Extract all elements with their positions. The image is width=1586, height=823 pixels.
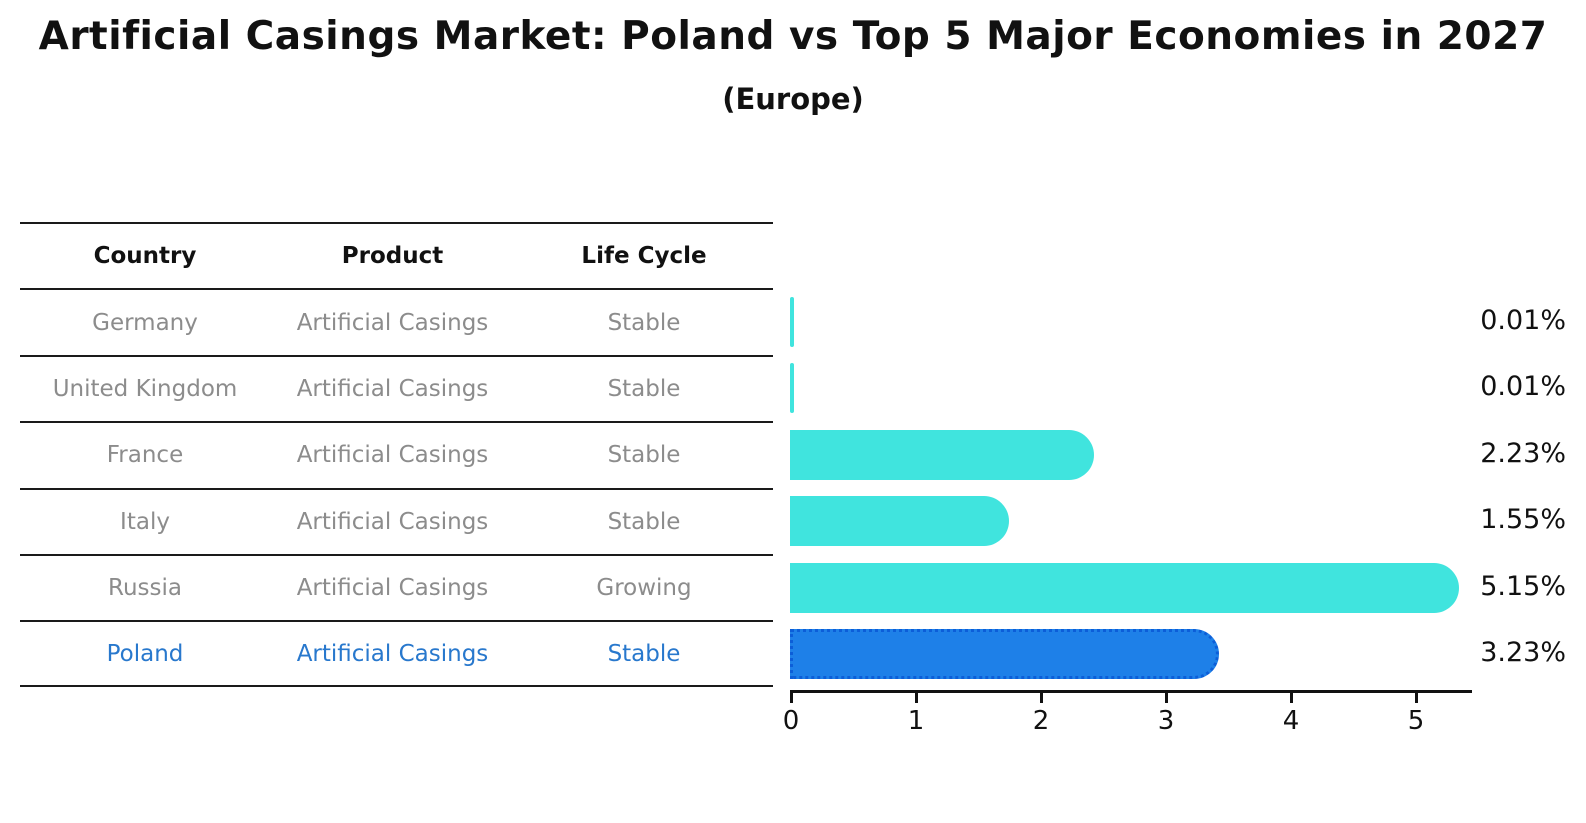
product-cell: Artificial Casings bbox=[296, 575, 489, 602]
chart-subtitle: (Europe) bbox=[722, 82, 864, 116]
x-tick-1 bbox=[915, 693, 918, 703]
country-table: Country Product Life Cycle Germany Artifi… bbox=[20, 222, 773, 687]
value-label-germany: 0.01% bbox=[1480, 305, 1566, 336]
value-label-poland: 3.23% bbox=[1480, 637, 1566, 668]
bar-italy bbox=[790, 496, 1009, 547]
x-tick-label-3: 3 bbox=[1157, 706, 1175, 736]
value-label-united-kingdom: 0.01% bbox=[1480, 371, 1566, 403]
country-cell: Poland bbox=[106, 640, 184, 667]
table-row-italy: Italy Artificial Casings Stable bbox=[20, 487, 773, 554]
bar-united-kingdom bbox=[790, 363, 794, 414]
table-row-france: France Artificial Casings Stable bbox=[20, 421, 773, 487]
life-cycle-cell: Stable bbox=[607, 640, 681, 667]
x-tick-label-1: 1 bbox=[907, 706, 925, 736]
column-header-product: Product bbox=[341, 243, 444, 270]
life-cycle-cell: Stable bbox=[607, 309, 681, 336]
x-tick-0 bbox=[790, 693, 793, 703]
country-cell: Germany bbox=[92, 309, 198, 336]
column-header-life-cycle: Life Cycle bbox=[581, 243, 707, 270]
x-tick-label-5: 5 bbox=[1407, 706, 1425, 736]
value-label-russia: 5.15% bbox=[1480, 570, 1566, 602]
country-cell: France bbox=[106, 442, 184, 469]
product-cell: Artificial Casings bbox=[296, 442, 489, 469]
table-header-row: Country Product Life Cycle bbox=[20, 222, 773, 288]
bar-russia bbox=[790, 562, 1459, 613]
table-row-poland: Poland Artificial Casings Stable bbox=[20, 620, 773, 687]
bar-france bbox=[790, 429, 1094, 480]
table-row-russia: Russia Artificial Casings Growing bbox=[20, 553, 773, 620]
product-cell: Artificial Casings bbox=[296, 309, 489, 336]
x-tick-4 bbox=[1290, 693, 1293, 703]
table-row-germany: Germany Artificial Casings Stable bbox=[20, 288, 773, 354]
value-label-italy: 1.55% bbox=[1480, 504, 1566, 536]
x-tick-5 bbox=[1415, 693, 1418, 703]
bar-germany bbox=[790, 297, 794, 347]
x-tick-3 bbox=[1165, 693, 1168, 703]
chart-title: Artificial Casings Market: Poland vs Top… bbox=[38, 14, 1548, 59]
x-tick-label-2: 2 bbox=[1032, 706, 1050, 736]
life-cycle-cell: Stable bbox=[607, 375, 681, 402]
product-cell: Artificial Casings bbox=[296, 640, 489, 667]
x-axis-line bbox=[790, 690, 1472, 693]
country-cell: Russia bbox=[108, 575, 182, 602]
x-tick-label-4: 4 bbox=[1282, 706, 1300, 736]
table-row-united-kingdom: United Kingdom Artificial Casings Stable bbox=[20, 354, 773, 421]
value-label-france: 2.23% bbox=[1480, 437, 1566, 469]
life-cycle-cell: Growing bbox=[596, 575, 692, 602]
country-cell: Italy bbox=[120, 508, 170, 535]
life-cycle-cell: Stable bbox=[607, 508, 681, 535]
life-cycle-cell: Stable bbox=[607, 442, 681, 469]
product-cell: Artificial Casings bbox=[296, 375, 489, 402]
x-tick-2 bbox=[1040, 693, 1043, 703]
bar-poland bbox=[790, 629, 1219, 679]
country-cell: United Kingdom bbox=[52, 375, 238, 402]
column-header-country: Country bbox=[93, 243, 197, 270]
product-cell: Artificial Casings bbox=[296, 508, 489, 535]
x-tick-label-0: 0 bbox=[782, 706, 800, 736]
